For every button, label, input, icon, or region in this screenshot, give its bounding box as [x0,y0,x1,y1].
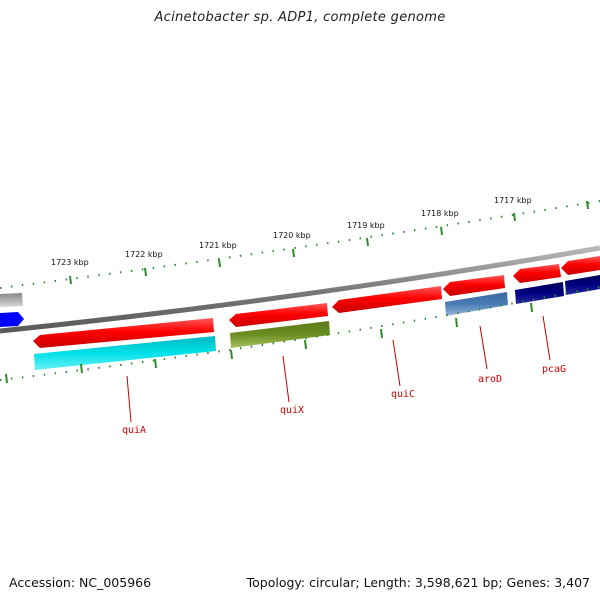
major-tick [304,339,307,350]
gene-partial-gray[interactable] [0,293,23,307]
major-tick [440,226,443,236]
ruler-label: 1723 kbp [51,258,89,267]
gene-block-pcaG[interactable] [515,282,564,304]
major-tick [5,373,8,384]
topology-text: Topology: circular; Length: 3,598,621 bp… [246,575,590,590]
leader-line-pcaG [542,315,551,361]
accession-text: Accession: NC_005966 [9,575,152,590]
ruler-labels: 1723 kbp 1722 kbp 1721 kbp 1720 kbp 1719… [51,196,532,267]
genome-backbone [0,245,600,334]
gene-labels: quiA quiX quiC aroD pcaG [122,364,566,436]
gene-partial-blue[interactable] [0,312,24,327]
major-tick [292,248,295,258]
ruler-label: 1719 kbp [347,221,385,230]
major-tick [218,258,221,268]
reverse-strand-genes [34,275,600,370]
gene-leaders [126,315,551,423]
ruler-label: 1722 kbp [125,250,163,259]
outer-ruler [0,200,600,289]
major-tick [69,275,72,285]
gene-block-navy-edge[interactable] [565,275,600,295]
ruler-label: 1721 kbp [199,241,237,250]
leader-line-quiX [282,355,290,403]
ruler-label: 1718 kbp [421,209,459,218]
gene-label-quiC[interactable]: quiC [391,389,415,400]
outer-ruler-arc [0,200,600,289]
ruler-label: 1717 kbp [494,196,532,205]
gene-label-pcaG[interactable]: pcaG [542,364,566,375]
major-tick [366,237,369,247]
gene-arrow-forward[interactable] [332,286,442,313]
gene-arrow-forward[interactable] [33,318,214,348]
major-tick [144,267,147,277]
gene-label-aroD[interactable]: aroD [478,374,502,385]
page-title: Acinetobacter sp. ADP1, complete genome [154,10,446,25]
gene-arrow-forward[interactable] [513,264,561,283]
major-tick [513,212,516,222]
major-tick [80,363,83,374]
gene-block-quiX[interactable] [230,321,330,348]
ruler-label: 1720 kbp [273,231,311,240]
major-tick [230,349,233,360]
gene-label-quiX[interactable]: quiX [280,405,304,416]
gene-block-aroD[interactable] [445,292,508,316]
leader-line-quiC [392,339,401,387]
inner-ruler [0,286,600,384]
gene-arrow-forward[interactable] [561,256,600,275]
leader-line-aroD [479,325,488,370]
gene-label-quiA[interactable]: quiA [122,425,146,436]
gene-arrow-forward[interactable] [443,275,505,296]
gene-arrow-forward[interactable] [229,303,328,327]
major-tick [455,317,458,328]
major-tick [586,200,589,210]
major-tick [380,328,383,339]
gene-block-quiA[interactable] [34,336,216,370]
major-tick [154,358,157,369]
forward-strand-genes [33,256,600,348]
major-tick [530,302,533,313]
leader-line-quiA [126,375,132,423]
